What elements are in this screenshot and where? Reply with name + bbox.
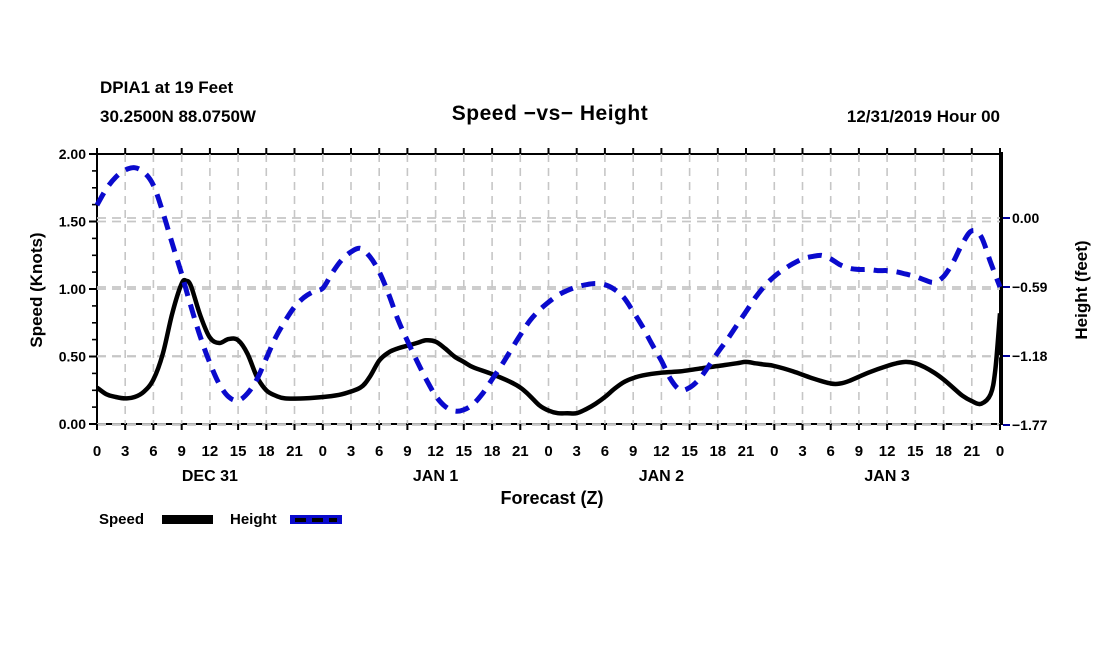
x-tick-label: 21 (286, 443, 303, 460)
height-line-swatch (290, 515, 342, 524)
day-label: JAN 3 (864, 468, 909, 485)
x-tick-label: 21 (738, 443, 755, 460)
left-tick-label: 2.00 (59, 146, 86, 162)
gridlines (97, 154, 1000, 426)
x-tick-label: 3 (121, 443, 129, 460)
x-tick-label: 18 (484, 443, 501, 460)
x-tick-label: 0 (319, 443, 327, 460)
station-coordinates: 30.2500N 88.0750W (100, 107, 256, 126)
height-curve (94, 165, 1003, 414)
x-tick-label: 15 (455, 443, 472, 460)
x-tick-label: 15 (907, 443, 924, 460)
x-tick-label: 12 (879, 443, 896, 460)
x-tick-label: 12 (427, 443, 444, 460)
axis-tick-labels: 2.00 1.50 1.00 0.50 0.00 0.00 −0.59 −1.18 −1.77 0… (59, 146, 1048, 485)
right-tick-label: −0.59 (1012, 279, 1048, 295)
day-label: JAN 2 (639, 468, 684, 485)
right-tick-label: −1.77 (1012, 417, 1048, 433)
x-tick-label: 3 (347, 443, 355, 460)
right-tick-label: 0.00 (1012, 210, 1039, 226)
axis-ticks (89, 148, 1010, 430)
forecast-datetime: 12/31/2019 Hour 00 (846, 107, 1000, 126)
x-tick-label: 0 (544, 443, 552, 460)
left-tick-label: 0.50 (59, 349, 86, 365)
x-tick-label: 3 (798, 443, 806, 460)
day-label: DEC 31 (182, 468, 238, 485)
left-tick-label: 0.00 (59, 416, 86, 432)
x-tick-label: 15 (681, 443, 698, 460)
left-tick-label: 1.50 (59, 214, 86, 230)
x-tick-label: 12 (653, 443, 670, 460)
x-tick-label: 18 (258, 443, 275, 460)
x-tick-label: 9 (178, 443, 186, 460)
x-tick-label: 3 (573, 443, 581, 460)
left-tick-label: 1.00 (59, 281, 86, 297)
x-tick-label: 0 (93, 443, 101, 460)
legend-label-height: Height (230, 511, 277, 528)
x-tick-label: 0 (770, 443, 778, 460)
x-tick-label: 21 (512, 443, 529, 460)
legend-label-speed: Speed (99, 511, 145, 528)
x-tick-label: 15 (230, 443, 247, 460)
x-tick-label: 9 (403, 443, 411, 460)
station-id: DPIA1 at 19 Feet (100, 78, 234, 97)
x-tick-label: 9 (629, 443, 637, 460)
series-curves (94, 165, 1003, 416)
x-tick-label: 12 (202, 443, 219, 460)
x-tick-label: 18 (709, 443, 726, 460)
x-tick-label: 6 (601, 443, 609, 460)
speed-line-swatch (162, 515, 213, 524)
x-tick-label: 18 (935, 443, 952, 460)
right-tick-label: −1.18 (1012, 348, 1048, 364)
x-tick-label: 21 (963, 443, 980, 460)
x-tick-label: 0 (996, 443, 1004, 460)
x-axis-title: Forecast (Z) (500, 488, 604, 508)
day-label: JAN 1 (413, 468, 458, 485)
legend: Speed Height (0, 510, 1100, 530)
chart-title: Speed −vs− Height (451, 102, 649, 125)
height-swatch-dashes (295, 517, 337, 522)
x-tick-label: 9 (855, 443, 863, 460)
speed-curve (95, 277, 1003, 416)
x-tick-label: 6 (375, 443, 383, 460)
x-tick-label: 6 (827, 443, 835, 460)
x-tick-label: 6 (149, 443, 157, 460)
